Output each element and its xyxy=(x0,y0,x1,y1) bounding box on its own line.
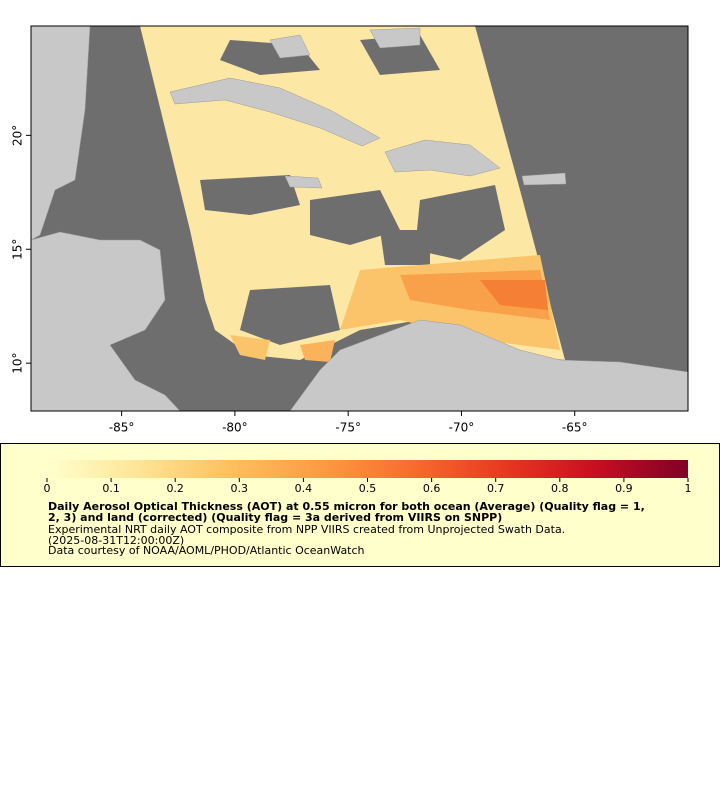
colorbar-tick-label: 0.9 xyxy=(615,482,633,495)
x-tick-label: -70° xyxy=(449,421,475,435)
colorbar-tick-label: 0.3 xyxy=(231,482,249,495)
x-tick-label: -75° xyxy=(335,421,361,435)
map-frame xyxy=(30,25,689,412)
legend-line: Data courtesy of NOAA/AOML/PHOD/Atlantic… xyxy=(48,544,365,557)
y-tick-label: 10° xyxy=(11,353,25,374)
x-tick-label: -85° xyxy=(109,421,135,435)
colorbar xyxy=(47,460,688,478)
colorbar-tick-label: 0.2 xyxy=(166,482,184,495)
legend-line: (2025-08-31T12:00:00Z) xyxy=(48,534,184,547)
colorbar-tick-label: 0.8 xyxy=(551,482,569,495)
map xyxy=(31,26,688,411)
high-aot xyxy=(230,255,560,362)
colorbar-tick-label: 0.1 xyxy=(102,482,120,495)
legend-line: Experimental NRT daily AOT composite fro… xyxy=(48,523,565,536)
colorbar-tick-label: 0 xyxy=(44,482,51,495)
y-tick-label: 20° xyxy=(11,125,25,146)
colorbar-tick-label: 0.7 xyxy=(487,482,505,495)
x-tick-label: -65° xyxy=(562,421,588,435)
legend-line: Daily Aerosol Optical Thickness (AOT) at… xyxy=(48,500,645,513)
y-tick-label: 15° xyxy=(11,239,25,260)
land xyxy=(31,26,688,411)
x-tick-label: -80° xyxy=(222,421,248,435)
colorbar-tick-label: 0.4 xyxy=(295,482,313,495)
legend-line: 2, 3) and land (corrected) (Quality flag… xyxy=(48,511,502,524)
colorbar-tick-label: 0.6 xyxy=(423,482,441,495)
colorbar-tick-label: 1 xyxy=(685,482,692,495)
colorbar-tick-label: 0.5 xyxy=(359,482,377,495)
